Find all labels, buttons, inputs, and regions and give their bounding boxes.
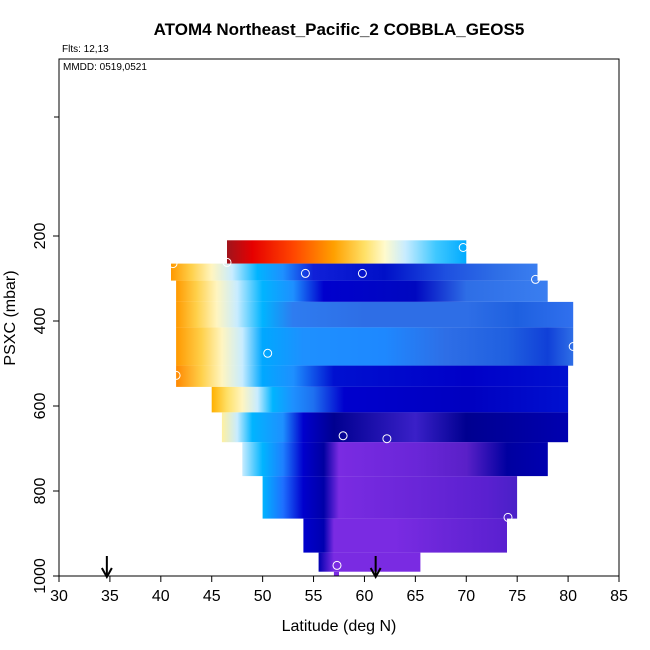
plot-frame <box>58 58 620 577</box>
heatmap-band <box>227 240 467 264</box>
heatmap-band <box>221 412 569 443</box>
data-point <box>357 268 367 278</box>
y-axis-label: PSXC (mbar) <box>2 270 19 365</box>
data-point <box>503 512 513 522</box>
data-point <box>531 274 540 284</box>
heatmap <box>171 240 574 577</box>
heatmap-band <box>318 552 421 572</box>
chart-title: ATOM4 Northeast_Pacific_2 COBBLA_GEOS5 <box>154 20 525 39</box>
data-point <box>568 342 578 351</box>
data-point <box>222 257 232 267</box>
data-point <box>263 348 273 358</box>
heatmap-band <box>171 263 538 281</box>
heatmap-band <box>303 518 507 553</box>
y-tick-label: 200 <box>32 223 49 250</box>
x-tick-label: 35 <box>101 588 119 605</box>
flights-label: Flts: 12,13 <box>62 44 109 55</box>
heatmap-band <box>242 442 548 477</box>
y-tick-label: 800 <box>32 478 49 505</box>
data-point <box>458 243 468 252</box>
heatmap-band <box>262 476 518 519</box>
x-tick-label: 50 <box>254 588 272 605</box>
data-point <box>171 370 181 380</box>
latitude-arrows <box>100 556 382 580</box>
x-axis: 30 35 40 45 50 55 60 65 70 75 80 85 <box>50 576 628 605</box>
x-tick-label: 70 <box>457 588 475 605</box>
x-tick-label: 65 <box>406 588 424 605</box>
x-tick-label: 85 <box>610 588 628 605</box>
heatmap-band <box>211 386 569 413</box>
heatmap-band <box>176 327 574 366</box>
arrow-marker <box>100 556 113 580</box>
x-tick-label: 30 <box>50 588 68 605</box>
x-tick-label: 45 <box>203 588 221 605</box>
x-tick-label: 55 <box>305 588 323 605</box>
data-point <box>382 434 392 444</box>
x-axis-label: Latitude (deg N) <box>282 618 397 635</box>
y-tick-label: 1000 <box>32 558 49 594</box>
heatmap-band <box>333 571 339 577</box>
data-point <box>300 268 310 278</box>
x-tick-label: 40 <box>152 588 170 605</box>
data-point <box>563 444 573 453</box>
y-tick-label: 600 <box>32 393 49 420</box>
data-point <box>332 560 342 570</box>
x-tick-label: 60 <box>356 588 374 605</box>
heatmap-band <box>176 301 574 328</box>
arrow-marker <box>369 556 382 580</box>
heatmap-band <box>176 280 548 302</box>
y-axis: 200 400 600 800 1000 <box>32 116 59 594</box>
mmdd-label: MMDD: 0519,0521 <box>63 62 147 73</box>
x-tick-label: 75 <box>508 588 526 605</box>
x-tick-label: 80 <box>559 588 577 605</box>
y-tick-label: 400 <box>32 308 49 335</box>
data-points <box>168 243 578 570</box>
data-point <box>338 431 348 441</box>
data-point <box>168 259 178 269</box>
heatmap-band <box>176 365 569 387</box>
